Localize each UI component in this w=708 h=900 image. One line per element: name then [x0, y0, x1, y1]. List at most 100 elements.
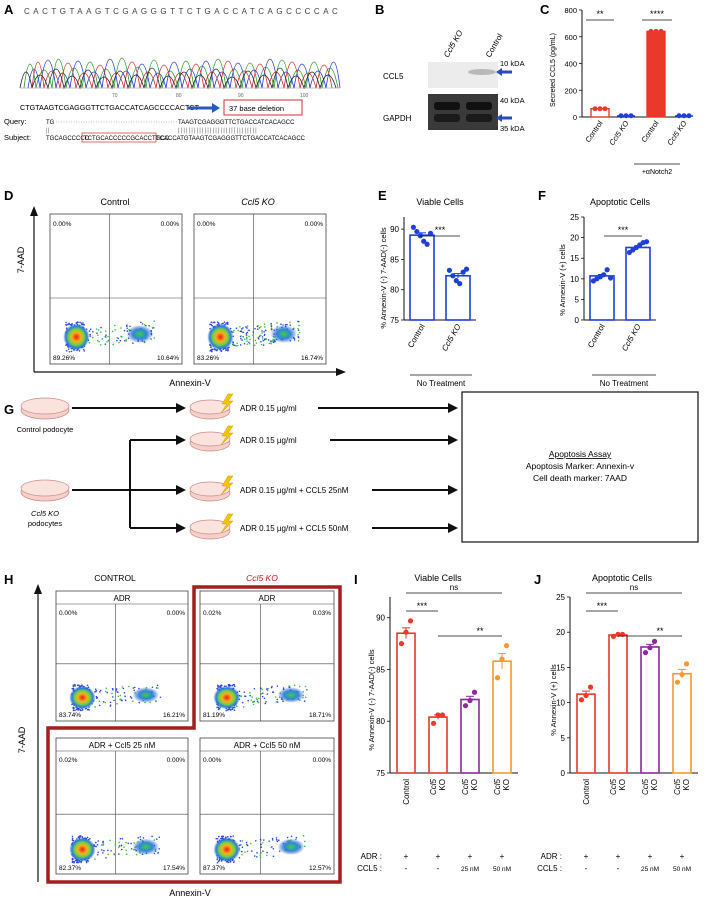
- quadrant-ll: 82.37%: [59, 865, 81, 872]
- chartJ-point: [587, 684, 594, 690]
- c-point: [628, 113, 634, 119]
- chartI-category-label: Ccl5: [493, 778, 502, 795]
- flow-plot-label: ADR: [259, 594, 276, 603]
- panel-label-b: B: [375, 2, 384, 17]
- e-point: [463, 266, 470, 272]
- chartJ-bar: [640, 646, 660, 774]
- e-category-label: Control: [406, 322, 427, 349]
- chartI-point: [435, 712, 441, 718]
- subject-seq-boxed: TCTGCACCCCCGCACCTGCC: [84, 136, 170, 142]
- chartI-category-label: Ccl5: [461, 778, 470, 795]
- panel-i: I Viable Cells % Annexin-V (-) 7-AAD(-) …: [354, 572, 518, 873]
- flow-plot-label: ADR + Ccl5 25 nM: [89, 741, 156, 750]
- flow-density-cluster: [69, 685, 96, 710]
- tick-80: 80: [176, 93, 182, 99]
- chartJ-adr-value: +: [680, 852, 685, 861]
- chartJ-ytick-label: 20: [556, 628, 565, 637]
- chartJ-ccl5-value: 50 nM: [673, 866, 691, 873]
- flow-density-cluster-2: [132, 687, 159, 703]
- chartJ-point: [651, 638, 658, 644]
- panel-label-c: C: [540, 2, 550, 17]
- c-category-label: Control: [639, 119, 660, 144]
- lightning-icon: [220, 513, 234, 534]
- title-f: Apoptotic Cells: [590, 197, 651, 207]
- e-point: [460, 269, 466, 275]
- chartJ-sig-ns: ns: [630, 583, 638, 592]
- chartI-ccl5-value: 50 nM: [493, 866, 511, 873]
- flow-density-cluster: [213, 837, 241, 862]
- cond-4: ADR 0.15 µg/ml + CCL5 50nM: [240, 524, 349, 533]
- quadrant-ur: 0.00%: [305, 221, 324, 228]
- chartJ-category-label-2: KO: [618, 779, 627, 791]
- svg-text:||: ||: [46, 128, 50, 134]
- f-ytick-label: 0: [575, 316, 580, 325]
- panel-h: H CONTROL Ccl5 KO 7-AAD Annexin-V ADR 0.0…: [4, 572, 342, 898]
- group-label-notch2: +αNotch2: [642, 169, 672, 176]
- title-e: Viable Cells: [416, 197, 464, 207]
- subject-seq-right: TCACCATGTAAGTCGAGGGTTCTGACCATCACAGCC: [156, 136, 306, 142]
- title-ko-d: Ccl5 KO: [241, 197, 275, 207]
- c-point: [648, 28, 654, 34]
- e-point: [421, 238, 427, 244]
- read-sequence: CTGTAAGTCGAGGGTTCTGACCATCAGCCCCACTCT: [20, 103, 200, 112]
- treatment-f: No Treatment: [600, 379, 649, 388]
- chartI-category-label-2: KO: [470, 779, 479, 791]
- marker-40kda: 40 kDA: [500, 96, 525, 105]
- label-control-podocyte: Control podocyte: [17, 425, 74, 434]
- arrow-left-icon: [496, 68, 502, 76]
- chartJ-bar: [608, 634, 628, 774]
- c-point: [592, 106, 598, 112]
- c-point: [602, 106, 608, 112]
- f-ytick-label: 5: [575, 295, 580, 304]
- f-ytick-label: 25: [570, 213, 579, 222]
- chartJ-ccl5-value: 25 nM: [641, 866, 659, 873]
- chartJ-category-label: Ccl5: [609, 778, 618, 795]
- panel-label-g: G: [4, 402, 14, 417]
- quadrant-ll: 89.26%: [53, 355, 75, 362]
- e-point: [414, 228, 420, 235]
- flow-density-cluster: [213, 685, 241, 710]
- chartI-point: [467, 697, 473, 704]
- c-category-label: Ccl5 KO: [665, 119, 688, 147]
- f-bar: [625, 246, 651, 321]
- quadrant-lr: 10.64%: [157, 355, 179, 362]
- chartI-bar: [396, 632, 416, 774]
- f-point: [604, 267, 610, 273]
- ylabel-e: % Annexin-V (-) 7-AAD(-) cells: [379, 227, 388, 329]
- chartI-adr-value: +: [404, 852, 409, 861]
- chartI-ytick-label: 80: [376, 717, 385, 726]
- quadrant-ul: 0.02%: [59, 757, 78, 764]
- chartJ-ytick-label: 10: [556, 699, 565, 708]
- lightning-icon: [220, 425, 234, 446]
- chartJ-sig-2: **: [656, 626, 664, 636]
- tick-90: 90: [238, 93, 244, 99]
- lane-label-ko: Ccl5 KO: [442, 29, 465, 59]
- deletion-label: 37 base deletion: [229, 104, 284, 113]
- label-ko-1: Ccl5 KO: [31, 509, 59, 518]
- e-point: [427, 230, 434, 236]
- quadrant-ur: 0.00%: [167, 610, 186, 617]
- blot-gapdh: [428, 94, 498, 130]
- flow-density-cluster: [63, 323, 90, 351]
- lightning-icon: [220, 475, 234, 496]
- sig-c2: ****: [650, 9, 665, 19]
- quadrant-lr: 12.57%: [309, 865, 331, 872]
- panel-label-i: I: [354, 572, 358, 587]
- chartI-point: [494, 675, 501, 681]
- panel-label-e: E: [378, 188, 387, 203]
- chartI-ytick-label: 90: [376, 614, 385, 623]
- f-point: [601, 272, 607, 278]
- sig-e: ***: [435, 225, 446, 235]
- tick-70: 70: [112, 93, 118, 99]
- chromatogram-traces: [19, 57, 341, 90]
- chartJ-point: [679, 671, 685, 678]
- dish-control: [20, 397, 70, 420]
- e-ytick-label: 75: [390, 316, 399, 325]
- e-point: [453, 278, 459, 284]
- xaxis-h: Annexin-V: [169, 888, 211, 898]
- quadrant-lr: 16.21%: [163, 712, 185, 719]
- flow-plot: ADR 0.00% 0.00% 83.74% 16.21%: [55, 590, 189, 722]
- f-category-label: Control: [586, 322, 607, 349]
- deletion-box: [223, 99, 303, 116]
- c-bar: [646, 30, 666, 118]
